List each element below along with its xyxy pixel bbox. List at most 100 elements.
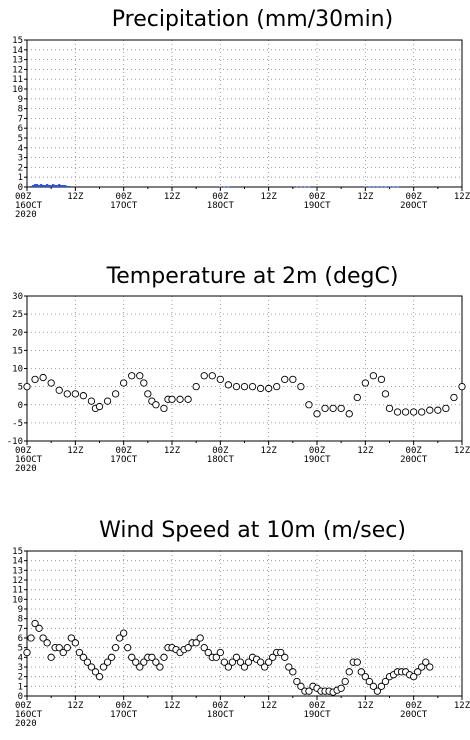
data-point bbox=[321, 404, 329, 413]
x-tick-label: 00Z bbox=[212, 446, 229, 456]
data-point bbox=[140, 658, 148, 666]
x-tick-label: 2020 bbox=[15, 210, 37, 220]
data-point bbox=[442, 404, 450, 413]
x-tick-label: 12Z bbox=[261, 701, 278, 711]
precip-bar bbox=[37, 185, 41, 187]
x-tick-label: 2020 bbox=[15, 719, 37, 729]
data-point bbox=[293, 677, 301, 686]
precip-bar bbox=[384, 186, 387, 188]
data-point bbox=[91, 668, 100, 676]
y-tick-label: 25 bbox=[12, 310, 23, 320]
precipitation-panel: Precipitation (mm/30min)0123456789101112… bbox=[12, 7, 470, 220]
y-tick-label: 8 bbox=[18, 105, 23, 115]
data-point bbox=[305, 687, 313, 695]
x-tick-label: 18OCT bbox=[207, 201, 235, 211]
data-point bbox=[120, 629, 128, 637]
data-point bbox=[265, 384, 273, 393]
y-tick-label: 3 bbox=[18, 663, 23, 673]
y-tick-label: 15 bbox=[12, 346, 23, 356]
data-point bbox=[111, 644, 120, 652]
data-point bbox=[115, 634, 124, 642]
y-tick-label: 11 bbox=[12, 75, 23, 85]
data-point bbox=[168, 395, 176, 403]
x-tick-label: 00Z bbox=[406, 701, 423, 711]
y-tick-label: 5 bbox=[18, 383, 23, 393]
data-point bbox=[240, 663, 249, 671]
data-point bbox=[23, 382, 31, 391]
data-point bbox=[95, 673, 104, 681]
y-tick-label: 30 bbox=[12, 292, 23, 302]
x-tick-label: 17OCT bbox=[110, 201, 138, 211]
data-point bbox=[244, 658, 253, 666]
x-tick-label: 12Z bbox=[164, 446, 181, 456]
data-point bbox=[103, 658, 112, 666]
data-point bbox=[136, 372, 144, 380]
data-point bbox=[128, 653, 136, 661]
x-tick-label: 20OCT bbox=[400, 710, 428, 720]
x-tick-label: 12Z bbox=[357, 192, 374, 202]
data-point bbox=[208, 372, 216, 380]
data-point bbox=[401, 408, 410, 416]
data-point bbox=[27, 634, 35, 642]
data-point bbox=[47, 653, 55, 661]
y-tick-label: -10 bbox=[7, 437, 23, 447]
temperature-panel: Temperature at 2m (degC) -10 -5 0 5 10 15 20 25 3… bbox=[7, 264, 470, 474]
data-point bbox=[83, 658, 92, 666]
precip-bar bbox=[51, 184, 55, 187]
chart-title: Temperature at 2m (degC) bbox=[106, 264, 399, 289]
data-point bbox=[357, 668, 365, 676]
y-tick-label: 10 bbox=[12, 365, 23, 375]
data-point bbox=[281, 653, 289, 661]
data-point bbox=[365, 677, 374, 686]
precip-bar bbox=[227, 186, 230, 188]
data-point bbox=[47, 379, 55, 387]
x-tick-label: 12Z bbox=[164, 701, 181, 711]
data-point bbox=[148, 653, 156, 661]
data-point bbox=[192, 382, 200, 391]
y-tick-label: 13 bbox=[12, 56, 23, 66]
x-tick-label: 16OCT bbox=[15, 455, 43, 465]
data-point bbox=[216, 375, 224, 384]
y-tick-label: 4 bbox=[18, 653, 23, 663]
data-point bbox=[232, 653, 241, 661]
y-tick-label: 20 bbox=[12, 328, 23, 338]
precip-bar bbox=[299, 186, 303, 188]
y-tick-label: 1 bbox=[18, 173, 23, 183]
data-point bbox=[240, 382, 249, 391]
x-tick-label: 19OCT bbox=[303, 201, 331, 211]
chart-title: Precipitation (mm/30min) bbox=[112, 7, 393, 32]
data-point bbox=[345, 410, 353, 418]
data-point bbox=[43, 639, 51, 647]
y-tick-label: 7 bbox=[18, 114, 23, 124]
x-tick-label: 12Z bbox=[454, 701, 470, 711]
precip-bar bbox=[56, 185, 59, 187]
data-point bbox=[228, 658, 237, 666]
data-point bbox=[353, 658, 361, 666]
y-tick-label: 2 bbox=[18, 163, 23, 173]
precip-bar bbox=[64, 185, 67, 187]
precip-bar bbox=[66, 186, 69, 187]
data-point bbox=[369, 682, 378, 690]
precip-bar bbox=[372, 186, 375, 188]
data-point bbox=[269, 653, 277, 661]
precip-bar bbox=[219, 186, 222, 188]
precip-bar bbox=[392, 186, 395, 188]
precip-bar bbox=[376, 186, 379, 188]
plot-frame bbox=[26, 39, 463, 188]
data-point bbox=[200, 644, 208, 652]
data-point bbox=[353, 393, 361, 402]
x-tick-label: 12Z bbox=[261, 192, 278, 202]
data-point bbox=[381, 390, 390, 398]
data-point bbox=[55, 644, 63, 652]
y-tick-label: 13 bbox=[12, 566, 23, 576]
x-tick-label: 00Z bbox=[309, 446, 326, 456]
y-tick-label: 4 bbox=[18, 144, 23, 154]
precip-bar bbox=[62, 185, 65, 187]
data-point bbox=[232, 382, 241, 391]
y-tick-label: 0 bbox=[18, 183, 23, 193]
data-point bbox=[289, 668, 297, 676]
data-point bbox=[285, 663, 293, 671]
data-point bbox=[184, 644, 192, 652]
data-point bbox=[75, 648, 84, 657]
